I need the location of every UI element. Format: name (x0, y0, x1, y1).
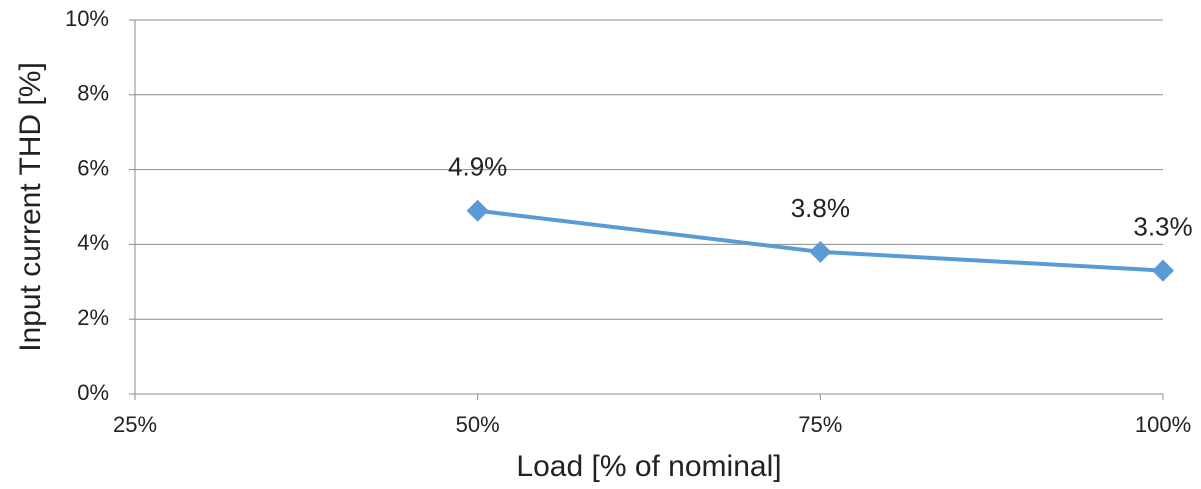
x-tick-label: 25% (113, 412, 157, 437)
point-marker (1152, 259, 1174, 282)
x-axis-title: Load [% of nominal] (516, 450, 781, 483)
point-marker (466, 199, 489, 222)
y-tick-label: 4% (77, 230, 109, 255)
data-label: 4.9% (448, 152, 507, 182)
y-tick-label: 10% (65, 6, 109, 31)
x-tick-label: 100% (1135, 412, 1191, 437)
data-label: 3.8% (791, 193, 850, 223)
x-tick-label: 50% (456, 412, 500, 437)
y-tick-label: 2% (77, 305, 109, 330)
x-tick-label: 75% (798, 412, 842, 437)
y-tick-label: 6% (77, 155, 109, 180)
y-tick-label: 8% (77, 81, 109, 106)
y-axis-title: Input current THD [%] (14, 62, 47, 352)
point-marker (809, 240, 832, 263)
y-tick-label: 0% (77, 380, 109, 405)
data-label: 3.3% (1133, 211, 1192, 241)
